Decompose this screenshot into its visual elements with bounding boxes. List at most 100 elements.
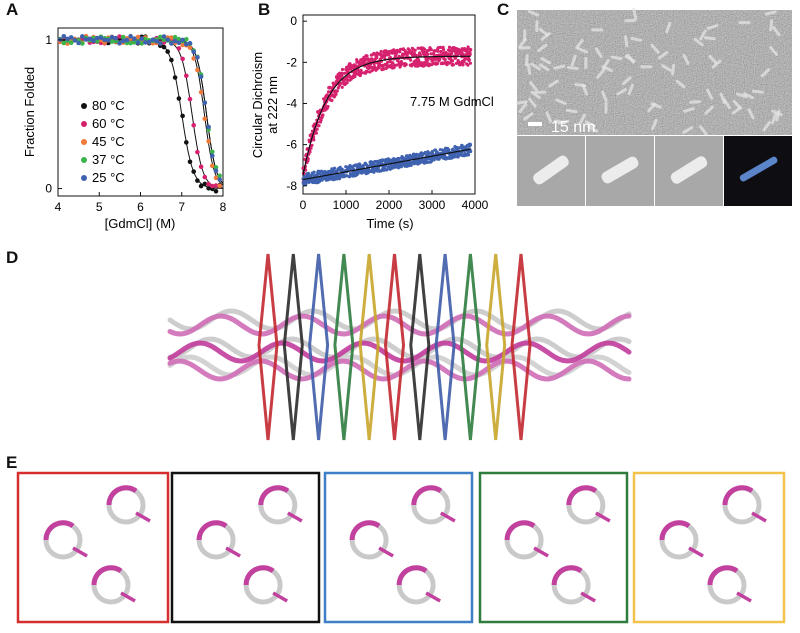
data-point	[187, 96, 193, 102]
rod-particle	[624, 35, 629, 48]
data-point	[68, 40, 74, 46]
data-point	[304, 182, 308, 186]
cross-section-1	[16, 471, 170, 624]
legend-marker	[81, 139, 87, 145]
helix-ring-magenta	[258, 485, 290, 506]
data-point	[165, 49, 170, 54]
micrograph-noise	[517, 10, 792, 135]
rod-particle	[518, 102, 528, 114]
data-point	[109, 34, 115, 40]
x-tick-label: 4000	[462, 198, 489, 212]
data-point	[139, 36, 144, 41]
rod-particle	[530, 90, 541, 99]
cross-section-frame	[323, 471, 474, 624]
rod-particle	[526, 63, 532, 75]
data-point	[451, 59, 455, 63]
data-point	[143, 40, 148, 45]
y-tick-label: -6	[286, 138, 297, 152]
cross-section-frame	[478, 471, 629, 624]
rod-particle	[530, 62, 541, 71]
side-chain	[580, 591, 597, 603]
data-point	[213, 189, 219, 194]
data-point	[330, 98, 334, 103]
rod-particle	[538, 27, 549, 37]
rod-particle	[704, 105, 714, 115]
rod-particle	[534, 90, 547, 94]
rod-particle	[769, 19, 774, 32]
data-point	[202, 116, 208, 122]
rod-particle	[523, 112, 534, 121]
data-point	[202, 181, 208, 187]
data-point	[370, 57, 374, 61]
data-point	[398, 47, 403, 51]
data-point	[355, 58, 359, 62]
data-point	[80, 34, 85, 39]
data-point	[467, 153, 471, 157]
data-point	[443, 58, 447, 62]
rod-particle	[535, 20, 539, 33]
helix-strand	[167, 313, 632, 337]
panel-b-y-ticks: 0 -2 -4 -6 -8	[286, 14, 307, 193]
data-point	[326, 104, 330, 109]
data-point	[345, 81, 349, 85]
data-point	[414, 53, 418, 58]
data-point	[213, 168, 219, 173]
rod-particle	[524, 54, 529, 67]
helix-ring-magenta	[411, 485, 443, 506]
data-point	[195, 55, 200, 60]
rod-particle	[584, 120, 596, 128]
data-point	[451, 63, 455, 67]
data-point	[195, 149, 200, 155]
rod-particle	[735, 92, 748, 99]
data-point	[195, 67, 200, 73]
rod-particle	[578, 113, 586, 125]
data-point	[132, 36, 137, 41]
rod-particle	[760, 68, 771, 78]
rod-particle	[708, 54, 718, 65]
data-point	[80, 41, 85, 46]
data-point	[398, 50, 402, 54]
rod-particle	[604, 101, 608, 114]
y-tick-label: 0	[45, 182, 52, 196]
data-point	[169, 35, 174, 40]
data-point	[339, 81, 343, 85]
helix-ring-magenta	[566, 485, 598, 506]
data-point	[184, 73, 189, 79]
panel-d-bundle	[167, 253, 632, 441]
model-rod	[739, 156, 778, 182]
rod-particle	[584, 57, 588, 70]
rod-particle	[591, 28, 604, 32]
data-point	[340, 67, 345, 72]
data-point	[423, 150, 427, 155]
cross-section-3	[323, 471, 474, 624]
data-point	[309, 146, 313, 150]
x-tick-label: 3000	[419, 198, 446, 212]
data-point	[321, 113, 325, 117]
data-point	[379, 49, 383, 54]
rod-particle	[671, 63, 676, 76]
side-chain	[378, 546, 394, 558]
data-point	[322, 97, 326, 101]
data-point	[128, 33, 133, 39]
rod-particle	[601, 90, 608, 102]
data-point	[87, 36, 93, 42]
rod-particle	[661, 64, 672, 72]
data-point	[334, 92, 338, 96]
rod-particle	[610, 55, 623, 61]
data-point	[381, 65, 385, 69]
helix-ring	[434, 253, 456, 441]
data-point	[210, 149, 215, 155]
legend-label: 25 °C	[92, 170, 125, 185]
panel-a-frame	[57, 27, 224, 197]
helix-ring-magenta	[551, 565, 583, 586]
rod-particle	[647, 102, 657, 113]
helix-ring	[409, 253, 431, 441]
y-tick-label: -4	[286, 96, 297, 110]
side-chain	[688, 546, 704, 558]
data-point	[417, 155, 421, 159]
rod-particle	[640, 65, 653, 69]
data-point	[91, 38, 96, 43]
data-point	[198, 74, 204, 80]
data-point	[439, 49, 443, 54]
data-point	[187, 40, 193, 46]
